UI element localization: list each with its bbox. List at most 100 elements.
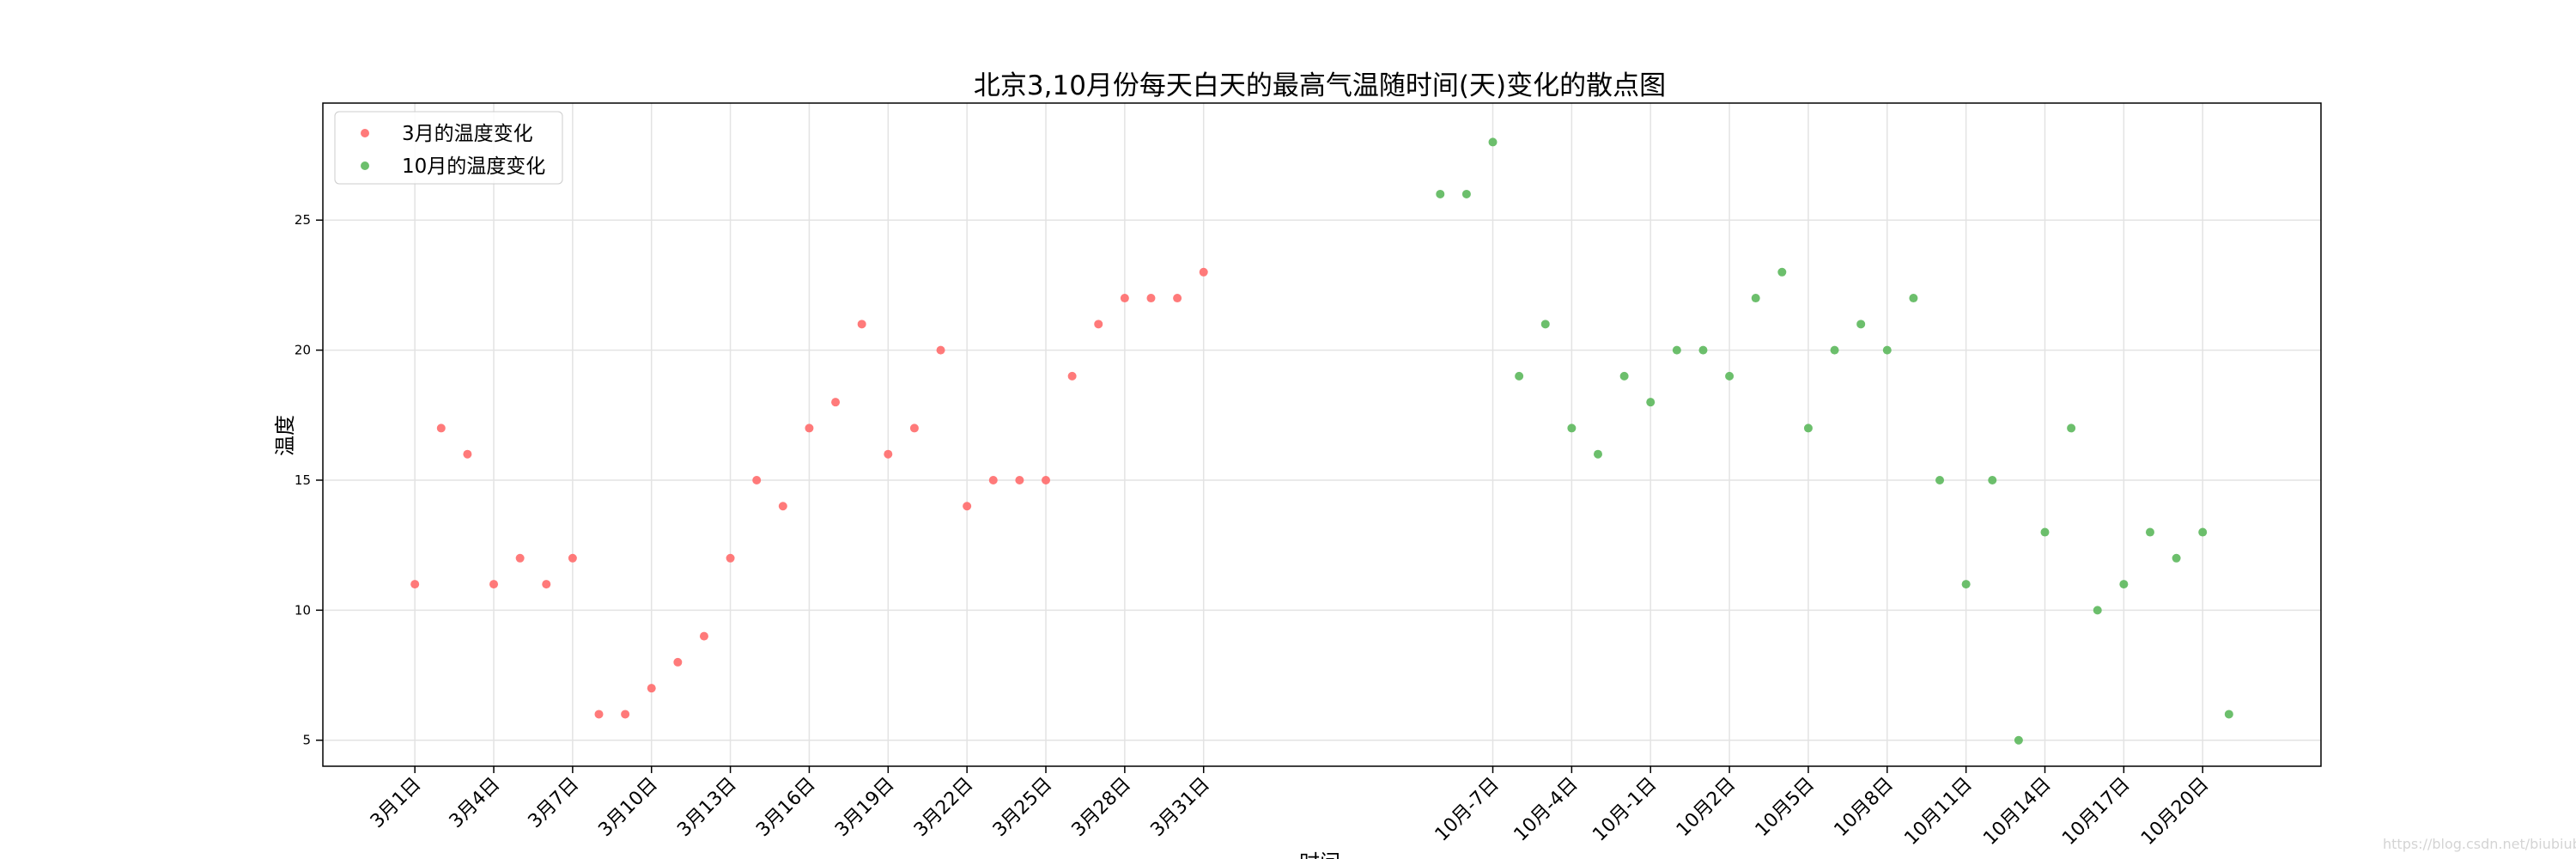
data-point-october bbox=[1935, 475, 1945, 484]
data-point-october bbox=[1882, 345, 1892, 355]
data-point-october bbox=[1988, 475, 1997, 484]
data-point-october bbox=[1515, 371, 1524, 381]
plot-area-frame bbox=[322, 102, 2322, 767]
data-point-march bbox=[699, 631, 708, 641]
data-point-october bbox=[2014, 735, 2023, 745]
data-point-october bbox=[1698, 345, 1708, 355]
data-point-october bbox=[1461, 189, 1471, 198]
data-point-october bbox=[1672, 345, 1681, 355]
data-point-march bbox=[831, 398, 841, 407]
data-point-march bbox=[410, 580, 420, 589]
x-tick-label: 10月2日 bbox=[1673, 774, 1740, 841]
data-point-march bbox=[1173, 294, 1182, 303]
x-tick-label: 3月16日 bbox=[752, 774, 819, 841]
data-point-march bbox=[463, 449, 472, 459]
x-tick-label: 3月19日 bbox=[831, 774, 898, 841]
data-point-october bbox=[2040, 527, 2050, 537]
data-point-march bbox=[726, 553, 735, 563]
data-point-march bbox=[621, 710, 630, 719]
x-tick-label: 10月5日 bbox=[1752, 774, 1819, 841]
data-point-october bbox=[2093, 606, 2102, 615]
y-axis-ticks: 5 10 15 20 25 bbox=[295, 212, 323, 748]
x-tick-label: 10月11日 bbox=[1901, 774, 1977, 850]
data-point-march bbox=[963, 502, 972, 511]
data-point-march bbox=[857, 320, 866, 329]
data-point-october bbox=[1488, 137, 1498, 147]
data-point-march bbox=[778, 502, 787, 511]
x-tick-label: 3月22日 bbox=[910, 774, 977, 841]
data-point-october bbox=[1803, 423, 1813, 433]
legend-label-march: 3月的温度变化 bbox=[402, 123, 533, 145]
x-tick-label: 10月14日 bbox=[1979, 774, 2055, 850]
x-tick-label: 10月20日 bbox=[2137, 774, 2213, 850]
data-point-march bbox=[489, 580, 499, 589]
x-tick-label: 3月25日 bbox=[989, 774, 1056, 841]
data-point-october bbox=[2067, 423, 2076, 433]
y-tick-label: 25 bbox=[295, 212, 311, 228]
x-tick-label: 10月17日 bbox=[2058, 774, 2134, 850]
data-point-october bbox=[1436, 189, 1445, 198]
data-point-october bbox=[1856, 320, 1866, 329]
y-tick-label: 15 bbox=[295, 472, 311, 488]
x-tick-label: 10月-1日 bbox=[1589, 774, 1661, 846]
y-tick-label: 20 bbox=[295, 343, 311, 358]
x-tick-label: 3月4日 bbox=[446, 774, 505, 833]
data-point-october bbox=[1961, 580, 1971, 589]
data-point-october bbox=[1830, 345, 1839, 355]
data-point-march bbox=[594, 710, 604, 719]
data-point-march bbox=[909, 423, 919, 433]
data-point-march bbox=[1015, 475, 1024, 484]
data-point-october bbox=[2145, 527, 2154, 537]
x-axis-label: 时间 bbox=[1299, 850, 1340, 859]
data-point-october bbox=[2198, 527, 2208, 537]
data-point-march bbox=[752, 475, 762, 484]
legend-marker-october bbox=[361, 161, 369, 170]
x-tick-label: 3月7日 bbox=[525, 774, 584, 833]
data-point-march bbox=[515, 553, 525, 563]
legend-marker-march bbox=[361, 129, 369, 137]
data-points bbox=[410, 137, 2233, 745]
y-axis-label: 温度 bbox=[273, 415, 297, 456]
y-tick-label: 5 bbox=[302, 733, 311, 748]
data-point-october bbox=[1725, 371, 1735, 381]
data-point-march bbox=[1120, 294, 1129, 303]
data-point-march bbox=[542, 580, 551, 589]
data-point-october bbox=[1567, 423, 1577, 433]
data-point-march bbox=[936, 345, 945, 355]
data-point-march bbox=[673, 657, 683, 667]
data-point-march bbox=[436, 423, 446, 433]
x-tick-label: 3月13日 bbox=[673, 774, 740, 841]
y-tick-label: 10 bbox=[295, 602, 311, 618]
x-tick-label: 10月-4日 bbox=[1510, 774, 1583, 846]
data-point-march bbox=[1094, 320, 1103, 329]
legend-box bbox=[334, 111, 563, 185]
data-point-october bbox=[2119, 580, 2129, 589]
data-point-march bbox=[988, 475, 998, 484]
data-point-march bbox=[805, 423, 814, 433]
x-tick-label: 10月8日 bbox=[1831, 774, 1898, 841]
x-axis-ticks: 3月1日 3月4日 3月7日 3月10日 3月13日 3月16日 3月19日 3月22日 3月2… bbox=[367, 766, 2213, 850]
data-point-october bbox=[1593, 449, 1602, 459]
data-point-october bbox=[1540, 320, 1550, 329]
watermark: https://blog.csdn.net/biubiubiuAb bbox=[2383, 836, 2576, 852]
data-point-march bbox=[1199, 267, 1208, 277]
data-point-october bbox=[1619, 371, 1629, 381]
x-tick-label: 10月-7日 bbox=[1431, 774, 1504, 846]
legend-label-october: 10月的温度变化 bbox=[402, 155, 545, 178]
x-tick-label: 3月10日 bbox=[594, 774, 661, 841]
data-point-october bbox=[1751, 294, 1760, 303]
data-point-march bbox=[568, 553, 577, 563]
data-point-march bbox=[647, 684, 656, 693]
x-tick-label: 3月31日 bbox=[1146, 774, 1213, 841]
data-point-october bbox=[1909, 294, 1918, 303]
data-point-march bbox=[1067, 371, 1077, 381]
x-tick-label: 3月28日 bbox=[1068, 774, 1135, 841]
grid bbox=[323, 103, 2321, 766]
legend: 3月的温度变化 10月的温度变化 bbox=[334, 111, 563, 185]
data-point-october bbox=[1646, 398, 1656, 407]
data-point-october bbox=[2224, 710, 2233, 719]
data-point-october bbox=[2172, 553, 2181, 563]
data-point-march bbox=[884, 449, 893, 459]
chart-title: 北京3,10月份每天白天的最高气温随时间(天)变化的散点图 bbox=[974, 70, 1666, 101]
